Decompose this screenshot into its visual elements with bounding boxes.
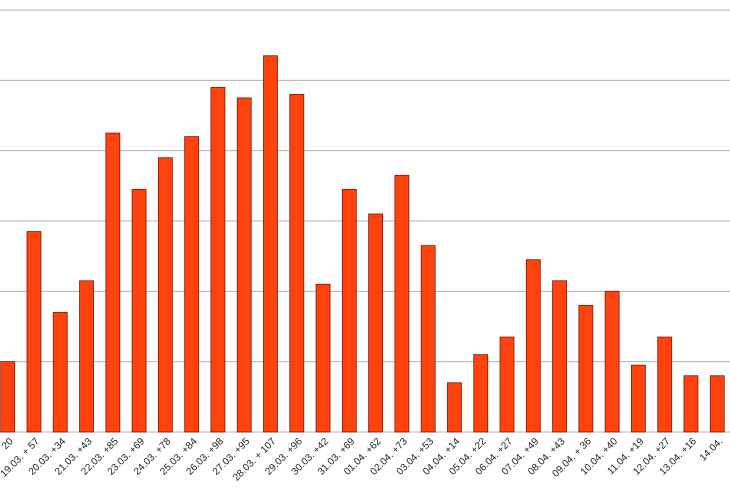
bar — [552, 280, 567, 433]
bar — [473, 354, 489, 433]
bar — [105, 132, 121, 433]
bar — [525, 259, 541, 433]
bar — [157, 157, 173, 433]
bar — [210, 86, 226, 433]
bar — [447, 382, 462, 433]
bar — [578, 304, 594, 433]
bar — [289, 94, 305, 433]
bar — [131, 188, 147, 433]
bar — [683, 375, 699, 433]
bar — [368, 213, 384, 433]
bar — [657, 336, 673, 433]
bar — [420, 245, 436, 433]
bar — [631, 364, 646, 433]
bar — [604, 290, 620, 433]
bar — [394, 174, 410, 433]
bar — [236, 97, 252, 433]
x-tick-label: 14.04. — [698, 436, 725, 463]
bar — [499, 336, 515, 433]
bar — [263, 55, 278, 433]
bar — [315, 283, 331, 433]
bar — [341, 188, 357, 433]
bar — [52, 312, 68, 433]
bar — [79, 280, 94, 433]
bar — [184, 136, 200, 433]
bar — [26, 231, 42, 433]
x-tick-label: 20 — [0, 436, 16, 452]
bar — [0, 361, 16, 433]
bar — [709, 375, 725, 433]
